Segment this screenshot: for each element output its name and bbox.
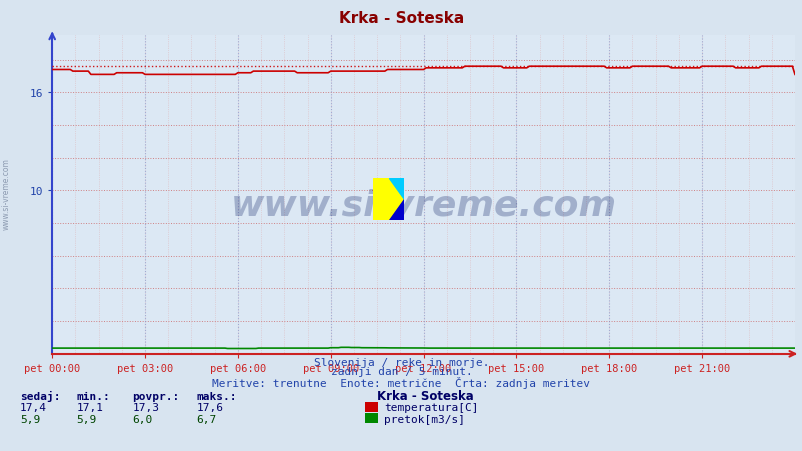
Text: www.si-vreme.com: www.si-vreme.com (2, 158, 11, 230)
Text: povpr.:: povpr.: (132, 391, 180, 401)
Text: pretok[m3/s]: pretok[m3/s] (383, 414, 464, 423)
Text: min.:: min.: (76, 391, 110, 401)
Text: 17,6: 17,6 (196, 402, 224, 412)
Polygon shape (388, 199, 403, 221)
Polygon shape (388, 178, 403, 199)
Text: Krka - Soteska: Krka - Soteska (338, 11, 464, 26)
Text: sedaj:: sedaj: (20, 390, 60, 401)
Text: 5,9: 5,9 (20, 414, 40, 423)
Text: maks.:: maks.: (196, 391, 237, 401)
Text: 17,1: 17,1 (76, 402, 103, 412)
Text: Slovenija / reke in morje.: Slovenija / reke in morje. (314, 357, 488, 367)
Text: www.si-vreme.com: www.si-vreme.com (230, 188, 616, 221)
Text: 17,3: 17,3 (132, 402, 160, 412)
Text: 6,0: 6,0 (132, 414, 152, 423)
Text: temperatura[C]: temperatura[C] (383, 402, 478, 412)
Text: zadnji dan / 5 minut.: zadnji dan / 5 minut. (330, 367, 472, 377)
Polygon shape (373, 178, 403, 221)
Text: 17,4: 17,4 (20, 402, 47, 412)
Text: 6,7: 6,7 (196, 414, 217, 423)
Text: Krka - Soteska: Krka - Soteska (377, 389, 473, 402)
Text: 5,9: 5,9 (76, 414, 96, 423)
Text: Meritve: trenutne  Enote: metrične  Črta: zadnja meritev: Meritve: trenutne Enote: metrične Črta: … (213, 376, 589, 388)
